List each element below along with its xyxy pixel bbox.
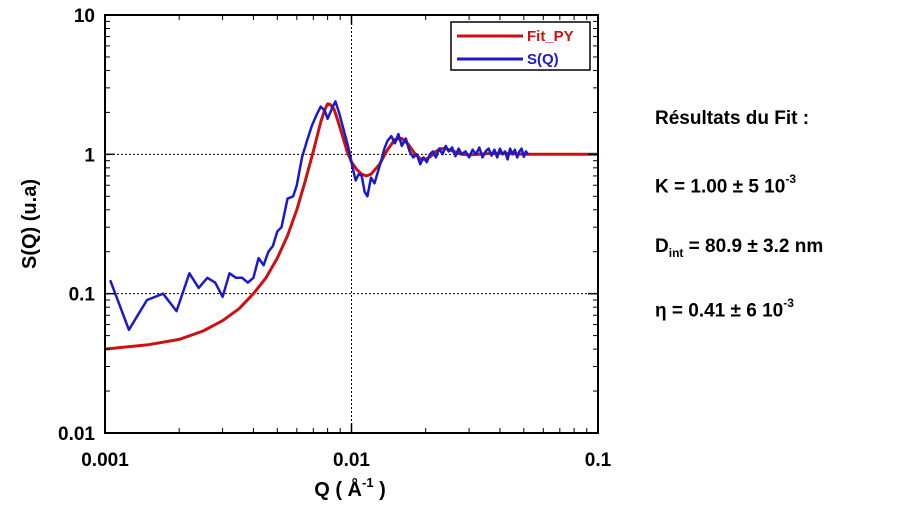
fit-result-eta-text: η = 0.41 ± 6 10: [655, 300, 784, 322]
y-tick-label-3: 10: [74, 6, 95, 27]
fit-result-eta-exponent: -3: [783, 296, 794, 310]
axis-ticks: 0.001 0.01 0.1 0.01 0.1 1 10: [58, 6, 612, 471]
y-tick-label-0: 0.01: [58, 424, 95, 445]
legend-box: [450, 21, 591, 71]
x-axis-title-prefix: Q (: [314, 479, 347, 501]
fit-result-d-text: = 80.9 ± 3.2 nm: [683, 236, 824, 257]
x-axis-title-unit: Å: [348, 477, 362, 501]
fit-results-title: Résultats du Fit :: [655, 108, 810, 129]
fit-result-d: Dint = 80.9 ± 3.2 nm: [655, 236, 823, 260]
fit-result-d-symbol: D: [655, 236, 669, 257]
gridlines: [105, 15, 598, 433]
x-tick-label-1: 0.01: [333, 450, 370, 471]
fit-result-d-subscript: int: [668, 245, 684, 260]
x-axis-title-exponent: -1: [362, 475, 374, 490]
x-axis-title: Q ( Å-1 ): [314, 475, 386, 501]
fit-result-eta: η = 0.41 ± 6 10-3: [655, 296, 794, 322]
x-axis-title-suffix: ): [374, 479, 386, 501]
legend-label-fit-py: Fit_PY: [527, 28, 574, 45]
y-axis-title: S(Q) (u.a): [19, 179, 41, 269]
fit-result-k-text: K = 1.00 ± 5 10: [655, 176, 786, 198]
x-tick-label-0: 0.001: [81, 450, 129, 471]
series-line-sq: [109, 100, 530, 332]
fit-result-k: K = 1.00 ± 5 10-3: [655, 172, 796, 198]
series-layer: [105, 100, 598, 351]
y-tick-label-1: 0.1: [69, 285, 96, 306]
fit-result-k-exponent: -3: [785, 172, 796, 186]
legend-label-sq: S(Q): [527, 51, 559, 68]
x-tick-label-2: 0.1: [585, 450, 612, 471]
y-tick-label-2: 1: [84, 145, 95, 166]
legend: Fit_PY S(Q): [450, 21, 591, 71]
